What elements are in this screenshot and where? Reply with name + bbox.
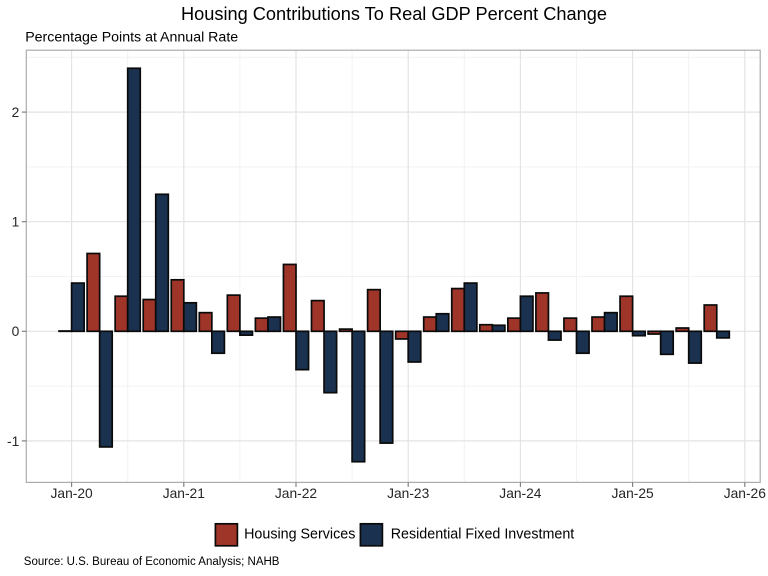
svg-text:Source: U.S. Bureau of Economi: Source: U.S. Bureau of Economic Analysis…: [24, 556, 280, 568]
svg-text:Jan-21: Jan-21: [163, 486, 205, 501]
svg-text:2: 2: [12, 105, 20, 120]
svg-text:Jan-25: Jan-25: [612, 486, 655, 501]
svg-text:Jan-23: Jan-23: [387, 486, 430, 501]
svg-text:Jan-20: Jan-20: [51, 486, 94, 501]
svg-text:Residential Fixed Investment: Residential Fixed Investment: [391, 527, 575, 543]
svg-text:0: 0: [12, 324, 20, 339]
svg-text:Housing Contributions To Real: Housing Contributions To Real GDP Percen…: [181, 4, 607, 24]
svg-text:Jan-26: Jan-26: [724, 486, 767, 501]
svg-text:-1: -1: [7, 434, 19, 449]
svg-text:Housing Services: Housing Services: [244, 527, 355, 543]
svg-text:1: 1: [12, 215, 20, 230]
svg-text:Jan-22: Jan-22: [275, 486, 317, 501]
svg-text:Percentage Points at Annual Ra: Percentage Points at Annual Rate: [25, 29, 238, 45]
svg-text:Jan-24: Jan-24: [499, 486, 542, 501]
